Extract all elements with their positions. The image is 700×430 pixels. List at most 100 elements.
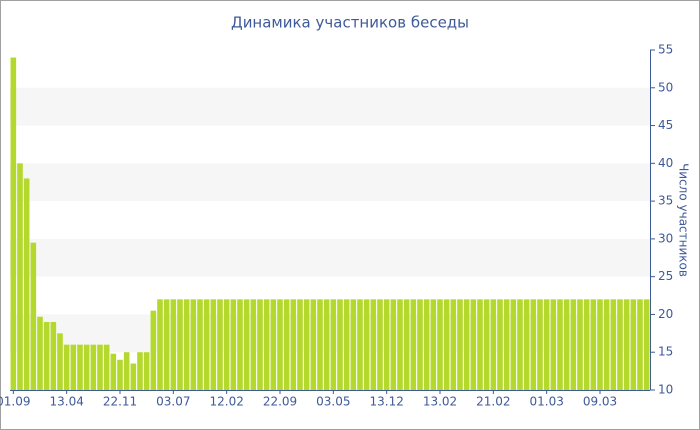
bar [390,299,397,390]
bar [43,322,50,390]
y-tick-label: 40 [658,156,673,170]
bar [417,299,423,390]
grid-band [10,163,650,202]
bar [383,299,390,390]
bar [250,299,257,390]
bar [397,299,403,390]
bar [303,299,310,390]
bar [217,299,223,390]
bar [77,344,83,390]
bar [170,299,177,390]
x-tick-label: 21.02 [476,395,510,409]
y-tick-label: 35 [658,194,673,208]
y-tick-label: 50 [658,80,673,94]
bar [150,310,157,390]
bar [637,299,643,390]
bar [630,299,637,390]
x-tick-label: 03.07 [156,395,190,409]
bar [343,299,350,390]
x-tick-label: 13.02 [423,395,457,409]
bar [483,299,490,390]
bar [577,299,583,390]
bar [603,299,610,390]
x-tick-label: 09.03 [583,395,617,409]
bar [283,299,290,390]
bar [257,299,263,390]
grid-band [10,238,650,277]
bar [597,299,603,390]
bar [357,299,363,390]
bar [263,299,270,390]
x-tick-label: 13.04 [49,395,83,409]
bar [203,299,210,390]
bar [243,299,250,390]
bar [17,163,23,390]
bar [110,353,117,390]
bar [377,299,383,390]
bar [643,299,650,390]
grid-band [10,314,650,353]
bar [450,299,457,390]
x-tick-label: 01.03 [529,395,563,409]
bar [503,299,510,390]
bar [157,299,163,390]
bar [210,299,217,390]
x-tick-label: 13.12 [369,395,403,409]
bar [50,322,57,390]
bar [310,299,317,390]
bar [70,344,77,390]
grid-band [10,87,650,126]
bar [323,299,330,390]
bar [370,299,377,390]
bar [277,299,283,390]
bar [563,299,570,390]
bar [403,299,410,390]
bar [237,299,243,390]
y-tick-label: 55 [658,43,673,57]
bar [23,178,30,390]
y-tick-label: 15 [658,345,673,359]
bar [517,299,523,390]
bar [103,344,110,390]
bar [463,299,470,390]
bar [97,344,103,390]
bar [430,299,437,390]
x-tick-label: 22.11 [103,395,137,409]
bar [423,299,430,390]
bar [363,299,370,390]
bar [197,299,203,390]
bar [457,299,463,390]
y-tick-label: 20 [658,307,673,321]
x-tick-label: 03.05 [316,395,350,409]
bar [230,299,237,390]
bar [537,299,543,390]
bar [477,299,483,390]
bar [543,299,550,390]
bar [90,344,97,390]
bar [190,299,197,390]
bar [470,299,477,390]
bar [163,299,170,390]
bar [10,57,17,391]
bar [130,363,137,390]
bar [143,352,150,390]
bar [557,299,563,390]
bar [350,299,357,390]
bar [117,359,123,390]
y-axis-label: Число участников [677,163,691,277]
bar [83,344,90,390]
bar [137,352,143,390]
bar [270,299,277,390]
bar [57,333,63,390]
y-tick-label: 10 [658,383,673,397]
bar [617,299,623,390]
bar [550,299,557,390]
bar [37,316,43,390]
bar [610,299,617,390]
bar [530,299,537,390]
chart-title: Динамика участников беседы [231,14,469,32]
bar [510,299,517,390]
bar [63,344,70,390]
